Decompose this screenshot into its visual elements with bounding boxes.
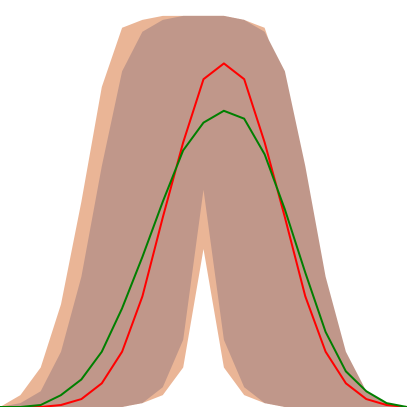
series-line-1 [0,62,407,407]
series-layer [0,62,407,407]
series-line-2 [0,109,407,407]
band-2 [0,15,407,407]
band-layer [0,15,407,407]
